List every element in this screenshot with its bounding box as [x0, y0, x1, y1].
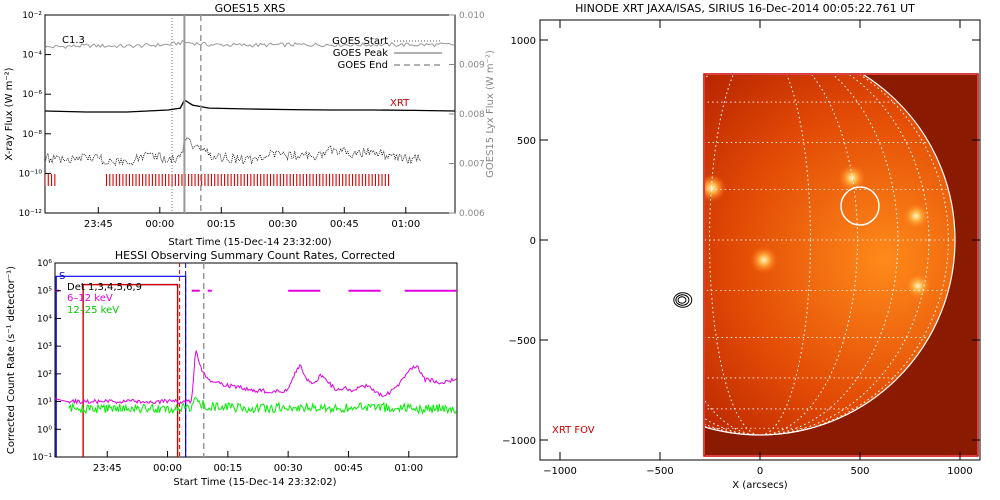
- goes-axes: 23:45 00:00 00:15 00:30 00:45 01:00 10⁻¹² 10⁻¹⁰…: [19, 11, 485, 230]
- hessi-xtick-label: 01:00: [394, 463, 423, 474]
- xrt-ytick-label: −500: [509, 336, 536, 347]
- bright-points-group: [705, 164, 932, 300]
- goes-ylabel: X-ray Flux (W m⁻²): [4, 67, 15, 160]
- goes-xtick-label: 23:45: [84, 219, 113, 230]
- hessi-ytick-label: 10³: [37, 342, 52, 352]
- goes-xrt-label: XRT: [390, 98, 410, 109]
- hessi-title: HESSI Observing Summary Count Rates, Cor…: [115, 249, 395, 262]
- bright-point: [904, 272, 932, 300]
- hessi-xtick-label: 00:15: [213, 463, 242, 474]
- goes-ytick-label: 10⁻¹²: [19, 209, 43, 219]
- goes-xtick-label: 00:00: [145, 219, 174, 230]
- goes-ytick-label: 10⁻⁴: [22, 51, 42, 61]
- xrt-xtick-label: −500: [646, 466, 673, 477]
- hessi-plot-frame: [54, 262, 458, 458]
- goes-ytick-right-label: 0.006: [459, 209, 485, 219]
- longitude-line: [709, 75, 811, 436]
- legend-goes-end: GOES End: [338, 60, 388, 71]
- goes-ytick-right-label: 0.010: [459, 11, 485, 21]
- goes-xlabel: Start Time (15-Dec-14 23:32:00): [168, 237, 331, 248]
- hessi-xlabel: Start Time (15-Dec-14 23:32:02): [173, 477, 336, 488]
- xrt-axes: −1000 −500 0 500 1000 −1000 −500 0 500 1000: [502, 20, 980, 477]
- hessi-ytick-label: 10⁶: [37, 259, 52, 269]
- hessi-ytick-label: 10⁰: [37, 425, 52, 435]
- goes-ytick-label: 10⁻⁸: [22, 130, 42, 140]
- goes-panel: GOES15 XRS 23:45 00:00 00:15 00:30 00:45 01:0…: [4, 2, 496, 248]
- goes-flare-class: C1.3: [62, 35, 85, 46]
- contour-ring: [677, 296, 687, 304]
- xrt-ytick-label: 1000: [511, 36, 536, 47]
- longitude-line: [705, 75, 858, 436]
- hessi-ytick-label: 10⁴: [37, 314, 52, 324]
- legend-goes-peak: GOES Peak: [333, 48, 388, 59]
- hessi-ytick-label: 10¹: [37, 398, 52, 408]
- goes-ylabel-right: GOES15 Lyx Flux (W m⁻²): [485, 50, 496, 178]
- hessi-contours: [673, 292, 693, 308]
- goes-series-group: [45, 15, 455, 213]
- contour-ring: [675, 294, 690, 306]
- hessi-ytick-label: 10⁵: [37, 287, 52, 297]
- hessi-ytick-label: 10²: [37, 370, 52, 380]
- solar-disk: [705, 75, 955, 435]
- goes-xtick-label: 00:45: [330, 219, 359, 230]
- bright-point: [750, 246, 778, 274]
- longitude-line: [705, 75, 930, 436]
- hessi-blue-box: [55, 275, 187, 457]
- goes-ytick-right-label: 0.008: [459, 110, 485, 120]
- goes-legend: GOES Start GOES Peak GOES End: [332, 36, 442, 71]
- hessi-xtick-label: 00:30: [274, 463, 303, 474]
- goes-ytick-label: 10⁻¹⁰: [19, 169, 43, 179]
- solar-limb: [705, 75, 956, 436]
- legend-goes-start: GOES Start: [332, 36, 388, 47]
- goes-ytick-right-label: 0.009: [459, 61, 485, 71]
- xrt-xtick-label: 500: [850, 466, 869, 477]
- xrt-title: HINODE XRT JAXA/ISAS, SIRIUS 16-Dec-2014…: [575, 2, 915, 15]
- goes-xtick-label: 00:30: [268, 219, 297, 230]
- hessi-legend-high: 12–25 keV: [67, 305, 119, 316]
- hessi-xtick-label: 23:45: [93, 463, 122, 474]
- xrt-xtick-label: 1000: [947, 466, 972, 477]
- goes-ytick-label: 10⁻⁶: [22, 90, 42, 100]
- hessi-xtick-label: 00:00: [153, 463, 182, 474]
- bright-point: [705, 174, 726, 202]
- longitude-line: [705, 75, 949, 436]
- hessi-legend-low: 6–12 keV: [67, 293, 113, 304]
- goes-xtick-label: 00:15: [207, 219, 236, 230]
- hessi-ytick-label: 10⁻¹: [32, 453, 52, 463]
- contour-ring: [673, 292, 693, 308]
- xrt-xtick-label: −1000: [543, 466, 577, 477]
- hessi-series-group: [55, 263, 457, 457]
- hessi-det-label: Det 1,3,4,5,6,9: [67, 282, 142, 293]
- xrt-fov-label: XRT FOV: [552, 425, 595, 436]
- hessi-panel: HESSI Observing Summary Count Rates, Cor…: [6, 249, 458, 488]
- xrt-fov-box: [703, 73, 979, 457]
- goes-title: GOES15 XRS: [215, 2, 286, 15]
- xrt-ytick-label: 500: [517, 136, 536, 147]
- hessi-ylabel: Corrected Count Rate (s⁻¹ detector⁻¹): [6, 266, 17, 454]
- hessi-red-box: [82, 283, 179, 457]
- goes-xtick-label: 01:00: [391, 219, 420, 230]
- bright-point: [838, 164, 866, 192]
- hessi-high-energy-line: [68, 397, 457, 415]
- goes-ytick-right-label: 0.007: [459, 160, 485, 170]
- longitude-line: [705, 75, 899, 436]
- xrt-panel: HINODE XRT JAXA/ISAS, SIRIUS 16-Dec-2014…: [502, 2, 981, 491]
- goes-ytick-label: 10⁻²: [22, 11, 42, 21]
- xrt-ytick-label: −1000: [502, 436, 536, 447]
- hessi-s-label: S: [59, 271, 65, 282]
- hessi-region-circle: [840, 186, 880, 226]
- xrt-image: [705, 75, 977, 455]
- hessi-xtick-label: 00:45: [334, 463, 363, 474]
- goes-short-line: [45, 136, 422, 167]
- hessi-axes: 23:45 00:00 00:15 00:30 00:45 01:00 10⁻¹ 10⁰ 10¹…: [32, 259, 423, 474]
- heliographic-grid: [705, 75, 955, 436]
- xrt-xlabel: X (arcsecs): [732, 480, 788, 491]
- xrt-ytick-label: 0: [530, 236, 536, 247]
- bright-point: [902, 202, 930, 230]
- hessi-low-energy-line: [55, 350, 457, 406]
- xrt-xtick-label: 0: [757, 466, 763, 477]
- goes-lyx-line: [45, 39, 455, 50]
